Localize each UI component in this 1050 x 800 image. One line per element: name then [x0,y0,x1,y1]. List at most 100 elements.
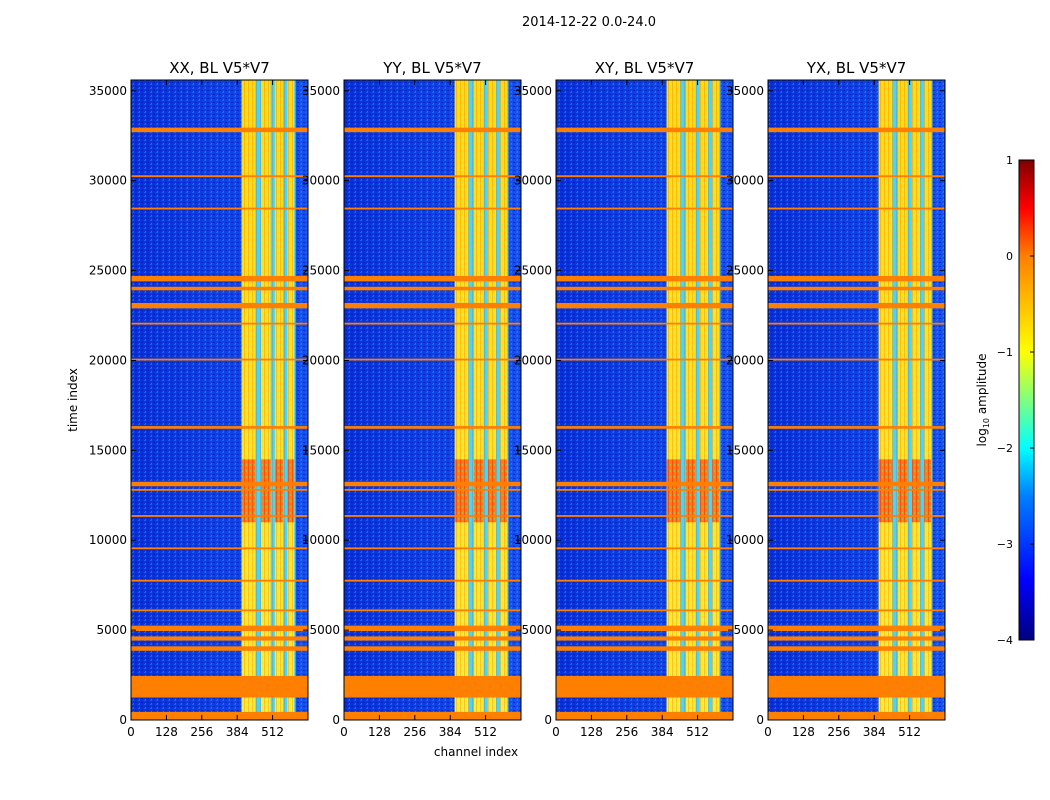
panel-title: YX, BL V5*V7 [806,59,907,77]
colorbar: −4 −3 −2 −1 0 1 log10 amplitude [975,154,1035,647]
flagged-row [556,515,733,517]
flagged-row [556,286,733,291]
flagged-row [768,286,945,291]
x-tick-label: 128 [580,725,603,739]
flagged-row [556,322,733,325]
flagged-row [556,636,733,641]
y-tick-label: 30000 [89,174,127,188]
x-tick-label: 512 [261,725,284,739]
flagged-row [556,609,733,612]
y-tick-label: 25000 [302,264,340,278]
x-tick-label: 0 [764,725,772,739]
flagged-row [131,481,308,487]
flagged-row [556,547,733,550]
y-tick-label: 5000 [521,623,552,637]
colorbar-label-prefix: log [975,428,989,446]
colorbar-label: log10 amplitude [975,354,991,447]
flagged-row [344,579,521,582]
flagged-row [768,579,945,582]
x-tick-label: 256 [403,725,426,739]
y-tick-label: 20000 [302,353,340,367]
flagged-row [131,625,308,632]
flagged-row [131,488,308,491]
flagged-row [344,322,521,325]
flagged-row [344,302,521,309]
flagged-row [131,127,308,133]
colorbar-tick-label: 1 [1006,154,1013,167]
x-axis-label: channel index [434,745,518,759]
flagged-row [768,358,945,361]
y-tick-label: 30000 [302,174,340,188]
flagged-row [768,127,945,133]
heatmap-xx [131,80,308,720]
y-tick-label: 10000 [726,533,764,547]
y-tick-label: 35000 [302,84,340,98]
y-tick-label: 25000 [726,264,764,278]
colorbar-tick-label: −4 [997,634,1013,647]
flagged-row [768,488,945,491]
flagged-row [556,358,733,361]
panel-title: YY, BL V5*V7 [382,59,481,77]
y-tick-label: 0 [119,713,127,727]
flagged-row [768,646,945,651]
colorbar-label-sub: 10 [982,418,991,428]
y-tick-label: 35000 [89,84,127,98]
flagged-row [131,302,308,309]
flagged-row [344,609,521,612]
flagged-row [131,175,308,178]
flagged-row [131,286,308,291]
flagged-row [131,515,308,517]
panel-title: XX, BL V5*V7 [169,59,270,77]
flagged-row [768,481,945,487]
flagged-row [768,207,945,210]
y-tick-label: 0 [332,713,340,727]
colorbar-tick-label: −1 [997,346,1013,359]
flagged-row [768,609,945,612]
y-tick-label: 0 [756,713,764,727]
colorbar-gradient [1018,159,1035,641]
flagged-row [344,286,521,291]
heatmap-yx [768,80,945,720]
y-tick-label: 5000 [96,623,127,637]
flagged-row [556,127,733,133]
x-tick-label: 512 [474,725,497,739]
y-tick-label: 10000 [514,533,552,547]
flagged-row [344,625,521,632]
y-tick-label: 20000 [726,353,764,367]
y-tick-label: 15000 [514,443,552,457]
y-tick-label: 0 [544,713,552,727]
y-axis-label: time index [66,368,80,432]
flagged-row [556,625,733,632]
y-tick-label: 30000 [726,174,764,188]
emission-texture [454,80,509,720]
flagged-row [131,426,308,429]
flagged-row [344,646,521,651]
suptitle: 2014-12-22 0.0-24.0 [522,15,656,30]
panel-frame [130,79,309,721]
flagged-row [768,636,945,641]
flagged-row [556,579,733,582]
y-tick-label: 20000 [514,353,552,367]
flagged-row [131,358,308,361]
panels: XX, BL V5*V7 0 128 256 384 512 0 5000 10000 15000… [89,59,946,739]
flagged-row [131,646,308,651]
x-tick-label: 0 [552,725,560,739]
x-tick-label: 512 [898,725,921,739]
x-tick-label: 384 [651,725,674,739]
y-tick-label: 15000 [302,443,340,457]
flagged-row [344,675,521,698]
flagged-row [556,275,733,282]
flagged-row [768,322,945,325]
y-tick-label: 15000 [89,443,127,457]
colorbar-tick-label: −2 [997,442,1013,455]
panel-yx: YX, BL V5*V7 0 128 256 384 512 0 5000 10000 15000… [726,59,946,739]
flagged-row [768,302,945,309]
y-tick-label: 15000 [726,443,764,457]
flagged-row [131,322,308,325]
flagged-row [556,646,733,651]
flagged-row [556,426,733,429]
y-tick-label: 20000 [89,353,127,367]
panel-xx: XX, BL V5*V7 0 128 256 384 512 0 5000 10000 15000… [89,59,309,739]
x-tick-label: 128 [155,725,178,739]
panel-xy: XY, BL V5*V7 0 128 256 384 512 0 5000 10000 15000… [514,59,734,739]
